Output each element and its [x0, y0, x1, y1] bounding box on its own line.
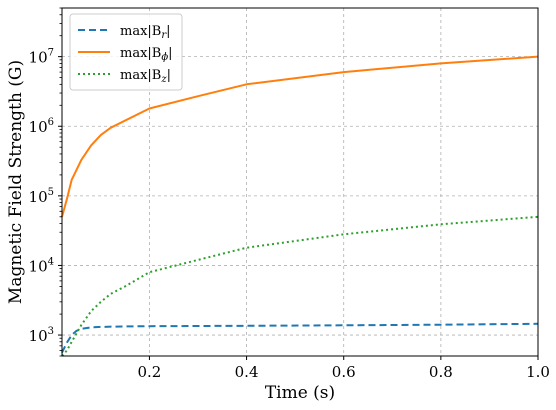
y-tick-label: 103 — [29, 326, 54, 345]
legend: max|Br| max|Bϕ| max|Bz| — [69, 13, 183, 91]
y-tick-label: 105 — [29, 187, 54, 206]
series-line-ϕ — [61, 55, 539, 218]
legend-entry: max|Bϕ| — [120, 46, 173, 63]
legend-entry: max|Br| — [120, 24, 171, 41]
legend-box — [69, 13, 183, 91]
series-lines — [61, 55, 539, 357]
x-tick-label: 0.4 — [235, 363, 259, 381]
legend-entry: max|Bz| — [120, 68, 171, 85]
series-line-z — [61, 215, 539, 357]
x-tick-label: 0.8 — [429, 363, 453, 381]
y-tick-label: 106 — [29, 117, 54, 136]
x-axis-title: Time (s) — [265, 383, 335, 403]
y-tick-label: 104 — [29, 256, 54, 275]
axis-ticks: 0.2 0.4 0.6 0.8 1.0 103 104 105 106 107 — [29, 7, 550, 381]
plot-frame — [61, 7, 539, 357]
y-tick-label: 107 — [29, 48, 54, 67]
x-tick-label: 1.0 — [526, 363, 550, 381]
series-line-r — [61, 322, 539, 354]
x-tick-label: 0.6 — [332, 363, 356, 381]
y-axis-title: Magnetic Field Strength (G) — [6, 60, 26, 304]
x-tick-label: 0.2 — [137, 363, 161, 381]
